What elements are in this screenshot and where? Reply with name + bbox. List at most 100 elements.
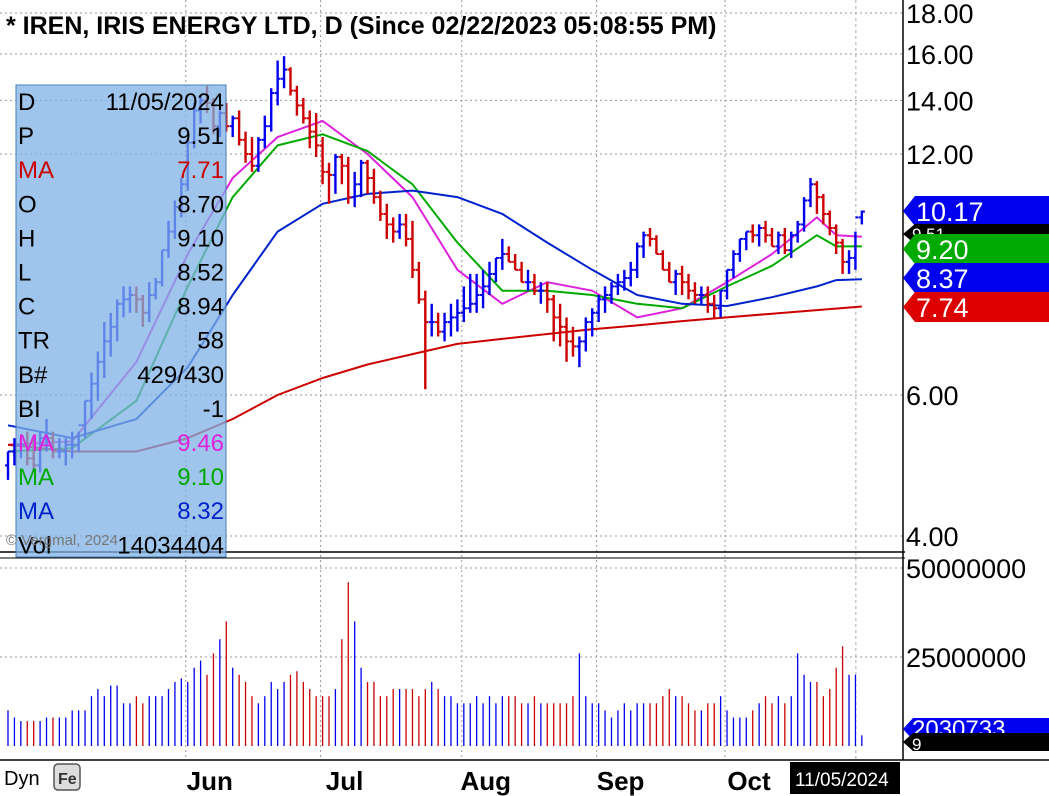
ohlc-bar <box>358 159 365 198</box>
ohlc-bar <box>370 168 377 204</box>
price-tag: 7.74 <box>903 292 1049 323</box>
ohlc-bar <box>691 282 698 304</box>
price-tick-label: 6.00 <box>906 381 959 411</box>
price-tag: 8.37 <box>903 263 1049 294</box>
ohlc-bar <box>415 261 422 304</box>
ohlc-bar <box>659 250 666 271</box>
info-row: O 8.70 <box>18 191 224 218</box>
ohlc-bar <box>332 154 339 194</box>
price-tag: 10.17 <box>903 196 1049 227</box>
ohlc-bar <box>351 171 358 208</box>
ohlc-bar <box>813 181 820 214</box>
ohlc-bar <box>486 261 493 295</box>
ohlc-bar <box>640 231 647 258</box>
ohlc-bar <box>569 326 576 357</box>
ohlc-bar <box>242 131 249 163</box>
ohlc-bar <box>602 286 609 313</box>
ohlc-bar <box>711 294 718 318</box>
info-label: D <box>18 89 35 116</box>
fib-tool-icon[interactable]: Fe <box>53 763 81 791</box>
info-label: BI <box>18 396 41 423</box>
ohlc-bar <box>274 60 281 106</box>
ohlc-bar <box>377 190 384 221</box>
info-row: MA 7.71 <box>18 157 224 184</box>
price-tick-label: 12.00 <box>906 140 974 170</box>
ohlc-bar <box>505 246 512 263</box>
volume-bars <box>7 582 863 746</box>
info-row: MA 9.46 <box>18 430 224 457</box>
dyn-label[interactable]: Dyn <box>4 768 40 790</box>
ohlc-bar <box>563 317 570 362</box>
ohlc-bar <box>531 273 538 295</box>
ohlc-bar <box>512 254 519 271</box>
ohlc-bar <box>550 294 557 342</box>
ohlc-bar <box>736 237 743 262</box>
ohlc-bar <box>614 273 621 295</box>
info-row: MA 8.32 <box>18 498 224 525</box>
price-tag: 9.20 <box>903 234 1049 265</box>
info-value: 9.51 <box>177 123 224 150</box>
ohlc-bar <box>326 162 332 204</box>
ohlc-bar <box>428 303 435 337</box>
ohlc-bar <box>595 294 602 323</box>
info-value: 7.71 <box>177 157 224 184</box>
ohlc-bar <box>672 269 679 295</box>
ohlc-bar <box>287 67 294 96</box>
info-value: 8.70 <box>177 191 224 218</box>
ohlc-bar <box>653 235 660 256</box>
volume-axis-ticks: 25000000 50000000 <box>906 554 1026 673</box>
price-tick-label: 4.00 <box>906 522 959 552</box>
ohlc-bar <box>435 312 442 337</box>
month-label: Aug <box>461 766 512 796</box>
ohlc-bar <box>383 203 390 239</box>
info-label: L <box>18 260 31 287</box>
info-label: P <box>18 123 34 150</box>
info-label: C <box>18 294 35 321</box>
price-tags: 10.179.519.208.377.74 <box>903 196 1049 323</box>
info-value: 9.10 <box>177 225 224 252</box>
volume-tag-text: 9 <box>912 735 921 754</box>
month-label: Sep <box>597 766 645 796</box>
ohlc-bar <box>480 269 487 309</box>
info-value: 8.52 <box>177 260 224 287</box>
info-value: 8.32 <box>177 498 224 525</box>
info-row: P 9.51 <box>18 123 224 150</box>
ohlc-bar <box>724 268 731 300</box>
ohlc-bar <box>833 224 840 255</box>
info-value: 14034404 <box>117 532 224 559</box>
ohlc-bar <box>762 220 769 243</box>
ohlc-bar <box>794 220 801 243</box>
info-row: MA 9.10 <box>18 464 224 491</box>
ohlc-bar <box>409 220 416 279</box>
info-row: H 9.10 <box>18 225 224 252</box>
price-tag-text: 8.37 <box>916 264 969 294</box>
ohlc-bar <box>460 286 467 323</box>
price-tag-text: 9.20 <box>916 235 969 265</box>
ohlc-bar <box>255 137 262 172</box>
info-row: D 11/05/2024 <box>18 89 224 116</box>
info-value: 429/430 <box>137 362 224 389</box>
ohlc-bar <box>576 336 583 368</box>
ohlc-bar <box>248 137 255 172</box>
ohlc-bar <box>582 317 589 352</box>
ohlc-bar <box>544 282 551 313</box>
month-axis-labels: Jun Jul Aug Sep Oct <box>187 766 771 796</box>
info-label: MA <box>18 464 54 491</box>
info-label: B# <box>18 362 48 389</box>
ohlc-bar <box>698 286 705 304</box>
info-panel <box>15 84 227 558</box>
ohlc-bar <box>826 210 833 236</box>
info-value: 8.94 <box>177 294 224 321</box>
info-label: H <box>18 225 35 252</box>
ohlc-bar <box>704 286 711 313</box>
info-row: Vol 14034404 <box>18 532 224 559</box>
svg-text:Fe: Fe <box>58 771 77 788</box>
info-label: Vol <box>18 532 51 559</box>
ohlc-bar <box>447 303 454 337</box>
ohlc-bar <box>492 256 499 283</box>
price-tag-text: 7.74 <box>916 293 969 323</box>
ohlc-bar <box>261 115 268 149</box>
info-value: 11/05/2024 <box>106 89 224 116</box>
ohlc-bar <box>499 238 506 270</box>
ohlc-bar <box>525 269 532 291</box>
